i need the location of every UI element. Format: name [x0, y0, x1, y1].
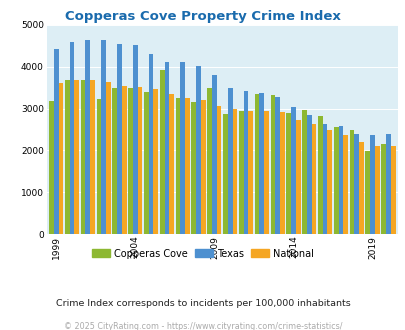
Bar	[338, 126, 343, 234]
Bar	[349, 130, 354, 234]
Bar	[137, 87, 142, 234]
Bar	[211, 75, 216, 234]
Bar	[385, 134, 390, 234]
Bar	[81, 80, 85, 234]
Bar	[85, 40, 90, 234]
Bar	[207, 88, 211, 234]
Bar	[153, 89, 158, 234]
Bar	[175, 98, 180, 234]
Text: Crime Index corresponds to incidents per 100,000 inhabitants: Crime Index corresponds to incidents per…	[55, 299, 350, 308]
Bar	[374, 146, 379, 234]
Bar	[117, 45, 121, 234]
Bar	[148, 54, 153, 234]
Bar	[96, 99, 101, 234]
Bar	[128, 88, 132, 234]
Bar	[311, 124, 315, 234]
Bar	[54, 49, 58, 234]
Bar	[101, 40, 106, 234]
Bar	[333, 127, 338, 234]
Legend: Copperas Cove, Texas, National: Copperas Cove, Texas, National	[88, 245, 317, 262]
Bar	[238, 111, 243, 234]
Bar	[358, 142, 363, 234]
Bar	[232, 109, 237, 234]
Bar	[196, 66, 200, 234]
Bar	[185, 98, 190, 234]
Bar	[169, 94, 174, 234]
Bar	[290, 107, 295, 234]
Bar	[222, 114, 227, 234]
Bar	[279, 112, 284, 234]
Bar	[65, 80, 69, 234]
Bar	[317, 116, 322, 234]
Bar	[49, 101, 54, 234]
Bar	[144, 92, 148, 234]
Bar	[216, 106, 221, 234]
Bar	[364, 151, 369, 234]
Bar	[343, 135, 347, 234]
Bar	[200, 100, 205, 234]
Bar	[248, 111, 252, 234]
Bar	[270, 95, 275, 234]
Bar	[369, 135, 374, 234]
Bar	[122, 86, 126, 234]
Bar	[90, 81, 95, 234]
Bar	[322, 124, 327, 234]
Bar	[301, 110, 306, 234]
Bar	[275, 97, 279, 234]
Bar	[259, 93, 264, 234]
Bar	[69, 42, 74, 234]
Bar	[390, 146, 394, 234]
Bar	[106, 82, 111, 234]
Bar	[243, 91, 248, 234]
Bar	[180, 62, 185, 234]
Bar	[191, 102, 196, 234]
Bar	[306, 115, 311, 234]
Bar	[58, 83, 63, 234]
Bar	[295, 120, 300, 234]
Bar	[160, 70, 164, 234]
Text: © 2025 CityRating.com - https://www.cityrating.com/crime-statistics/: © 2025 CityRating.com - https://www.city…	[64, 322, 341, 330]
Bar	[327, 130, 331, 234]
Bar	[254, 94, 259, 234]
Bar	[74, 81, 79, 234]
Bar	[132, 45, 137, 234]
Bar	[112, 88, 117, 234]
Bar	[227, 88, 232, 234]
Bar	[354, 134, 358, 234]
Bar	[164, 62, 169, 234]
Bar	[264, 111, 268, 234]
Bar	[380, 144, 385, 234]
Text: Copperas Cove Property Crime Index: Copperas Cove Property Crime Index	[65, 10, 340, 23]
Bar	[286, 113, 290, 234]
